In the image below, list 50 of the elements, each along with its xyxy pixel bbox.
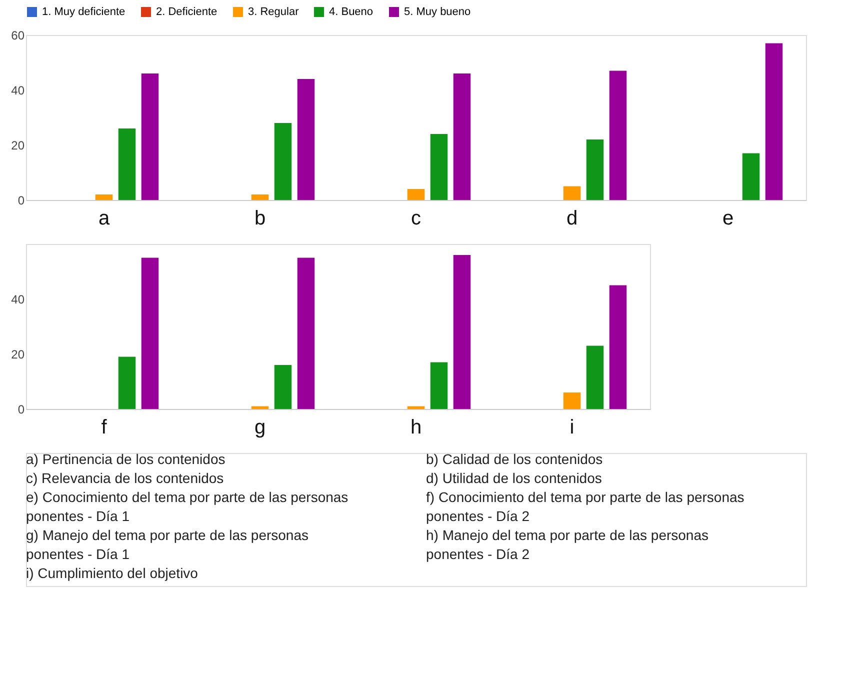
x-tick-label: e [722,208,734,230]
x-tick-label: h [410,416,422,438]
bar [118,356,136,409]
y-tick-label: 20 [11,138,25,152]
y-tick-label: 0 [18,402,25,416]
bar [274,365,292,409]
y-tick-label: 0 [18,194,25,208]
bar [118,128,136,200]
legend-label: 2. Deficiente [156,6,218,18]
bar [586,140,604,200]
x-tick-label: d [566,208,578,230]
text: a) Pertinencia de los contenidos [26,451,226,467]
legend-label: 5. Muy bueno [404,6,471,18]
x-tick-label: c [411,208,421,230]
legend-label: 1. Muy deficiente [42,6,126,18]
bar [141,258,159,409]
text: h) Manejo del tema por parte de las personas ponentes - Día 2 [426,527,708,562]
text: b) Calidad de los contenidos [426,451,603,467]
bar [407,189,425,200]
bar [453,255,471,409]
bar [586,346,604,409]
bar [95,194,113,200]
bar [297,79,315,200]
bar [430,134,448,200]
y-tick-label: 40 [11,84,25,98]
x-tick-label: f [101,416,108,438]
x-tick-label: b [254,208,266,230]
bar [563,186,581,200]
legend-label: 4. Bueno [329,6,374,18]
legend-label: 3. Regular [248,6,300,18]
bar [274,123,292,200]
y-tick-label: 40 [11,292,25,306]
bar [141,74,159,200]
y-tick-label: 60 [11,28,25,42]
bar [563,392,581,409]
bar [453,74,471,200]
x-tick-label: a [98,208,110,230]
text: c) Relevancia de los contenidos [26,470,224,486]
x-tick-label: g [254,416,266,438]
bar [430,362,448,409]
text: d) Utilidad de los contenidos [426,470,602,486]
bar [765,43,783,200]
bar [742,153,760,200]
x-tick-label: i [570,416,574,438]
bar [609,285,627,409]
text: i) Cumplimiento del objetivo [26,565,198,581]
bar [251,194,269,200]
bar [609,70,627,200]
y-tick-label: 20 [11,348,25,362]
bar [297,258,315,409]
